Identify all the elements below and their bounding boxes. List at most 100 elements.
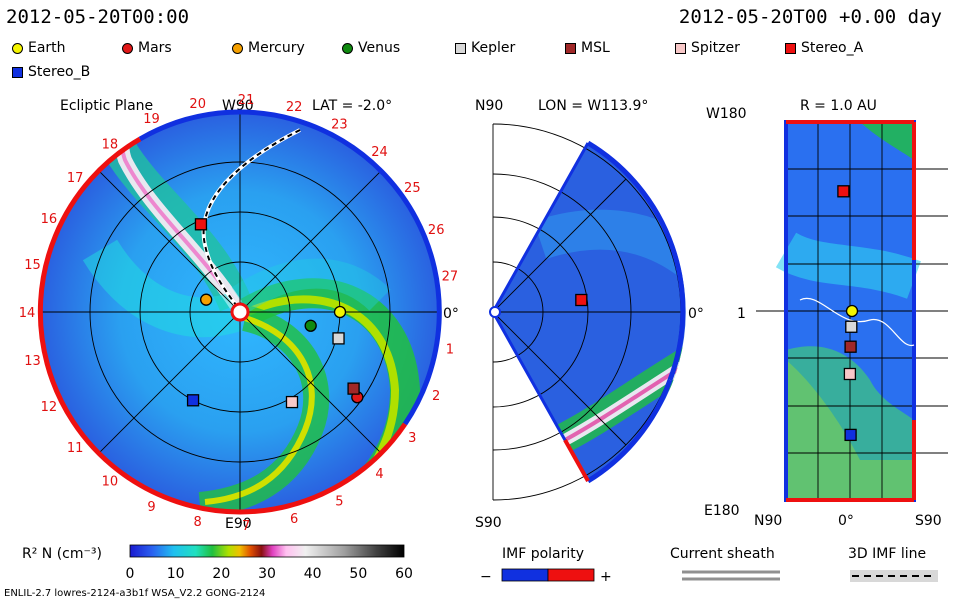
meridional-panel: N90 LON = W113.9° S90 0° [475, 98, 704, 531]
colorbar-tick-30: 30 [258, 566, 276, 582]
sphere-current-sheet [799, 297, 915, 346]
ecliptic-spitzer-marker [285, 395, 299, 409]
sun-icon [230, 302, 250, 322]
wedge-rim-blue [586, 140, 686, 381]
date-left: 2012-05-20T00:00 [6, 6, 190, 28]
wedge-sun-icon [489, 306, 501, 318]
sphere-panel: R = 1.0 AU W180 1 E180 N90 0° S90 [704, 98, 948, 529]
colorbar-tick-50: 50 [349, 566, 367, 582]
ecliptic-msl-marker [347, 382, 360, 395]
ecliptic-earth-marker [333, 305, 347, 319]
ecliptic-title: Ecliptic Plane [60, 98, 153, 114]
carrington-label-3: 3 [408, 431, 416, 446]
carrington-label-14: 14 [19, 306, 36, 321]
meridional-grid [492, 123, 682, 501]
sphere-earth-marker [845, 304, 859, 318]
sphere-stereo-a-marker [837, 185, 850, 198]
carrington-label-9: 9 [147, 500, 155, 515]
carrington-label-16: 16 [41, 212, 58, 227]
carrington-label-4: 4 [375, 467, 383, 482]
legend-msl: MSL [565, 40, 610, 56]
ecliptic-right-label: 0° [443, 306, 459, 322]
legend-earth: Earth [12, 40, 66, 56]
ecliptic-stereo-b-marker [186, 394, 200, 407]
meridional-stereo-a-marker [575, 293, 588, 307]
msl-marker-icon [565, 42, 576, 54]
ecliptic-panel: Ecliptic Plane LAT = -2.0° W90 E90 0° [19, 93, 459, 534]
sphere-msl-marker [844, 340, 857, 353]
sphere-structure-mid [775, 232, 921, 299]
colorbar-tick-10: 10 [167, 566, 185, 582]
imf-positive-swatch [547, 568, 595, 582]
meridional-bottom-label: S90 [475, 515, 502, 531]
ecliptic-venus-marker [304, 319, 317, 332]
carrington-label-5: 5 [335, 494, 343, 509]
spitzer-marker-icon [675, 42, 686, 54]
carrington-label-26: 26 [428, 223, 445, 238]
imf-negative-swatch [501, 568, 549, 582]
colorbar-ticks: 0 10 20 30 40 50 60 [126, 566, 413, 582]
meridional-top-label: N90 [475, 98, 503, 114]
ecliptic-mercury-marker [200, 293, 213, 306]
ecliptic-stereo-a-marker [194, 218, 208, 231]
mars-marker-icon [122, 42, 133, 54]
colorbar-tick-0: 0 [126, 566, 135, 582]
carrington-label-6: 6 [290, 512, 298, 527]
meridional-right-label: 0° [688, 306, 704, 322]
meridional-lon-label: LON = W113.9° [538, 98, 648, 114]
sphere-mid-label: 1 [737, 306, 746, 322]
mercury-marker-icon [232, 42, 243, 54]
stereo-b-marker-icon [12, 66, 23, 78]
carrington-label-8: 8 [194, 515, 202, 530]
ecliptic-rim [37, 109, 442, 515]
sphere-kepler-marker [845, 320, 858, 333]
legend-stereo-b: Stereo_B [12, 64, 90, 80]
carrington-label-7: 7 [242, 519, 250, 534]
ecliptic-bottom-label: E90 [225, 516, 252, 532]
carrington-label-20: 20 [189, 97, 206, 112]
imf-line [202, 129, 301, 306]
sphere-x-label-n90: N90 [754, 513, 782, 529]
sphere-stereo-b-marker [844, 428, 857, 442]
carrington-label-18: 18 [102, 137, 119, 152]
ecliptic-markers [186, 218, 364, 409]
sphere-top-label: W180 [706, 106, 747, 122]
stereo-a-marker-icon [785, 42, 796, 54]
imf-plus-label: + [600, 569, 612, 585]
carrington-label-19: 19 [143, 112, 160, 127]
legend-kepler: Kepler [455, 40, 515, 56]
sphere-markers [837, 185, 859, 442]
carrington-label-12: 12 [41, 400, 58, 415]
earth-marker-icon [12, 42, 23, 54]
sphere-spitzer-marker [843, 367, 857, 381]
carrington-label-25: 25 [404, 181, 421, 196]
sphere-bottom-label: E180 [704, 503, 740, 519]
carrington-label-2: 2 [432, 389, 440, 404]
imf-polarity-label: IMF polarity [502, 546, 584, 562]
colorbar-tick-20: 20 [212, 566, 230, 582]
sphere-title: R = 1.0 AU [800, 98, 877, 114]
meridional-markers [575, 293, 588, 307]
colorbar-tick-40: 40 [304, 566, 322, 582]
ecliptic-lat-label: LAT = -2.0° [312, 98, 392, 114]
sphere-structure-top [860, 122, 914, 160]
colorbar-tick-60: 60 [395, 566, 413, 582]
legend-spitzer: Spitzer [675, 40, 740, 56]
carrington-label-10: 10 [102, 475, 119, 490]
footer-legends: IMF polarity − + Current sheath 3D IMF l… [4, 546, 938, 599]
sphere-x-label-0: 0° [838, 513, 854, 529]
ecliptic-kepler-marker [332, 332, 345, 345]
carrington-label-22: 22 [286, 100, 303, 115]
imf-minus-label: − [480, 569, 492, 585]
carrington-label-13: 13 [24, 354, 41, 369]
carrington-label-23: 23 [331, 118, 348, 133]
legend-mars: Mars [122, 40, 172, 56]
legend-venus: Venus [342, 40, 400, 56]
wedge-rim-blue-lower [586, 379, 673, 484]
carrington-label-27: 27 [442, 270, 459, 285]
model-info: ENLIL-2.7 lowres-2124-a3b1f WSA_V2.2 GON… [4, 588, 265, 599]
colorbar: R² N (cm⁻³) 0 10 20 30 40 50 60 [22, 544, 413, 582]
carrington-label-24: 24 [371, 145, 388, 160]
